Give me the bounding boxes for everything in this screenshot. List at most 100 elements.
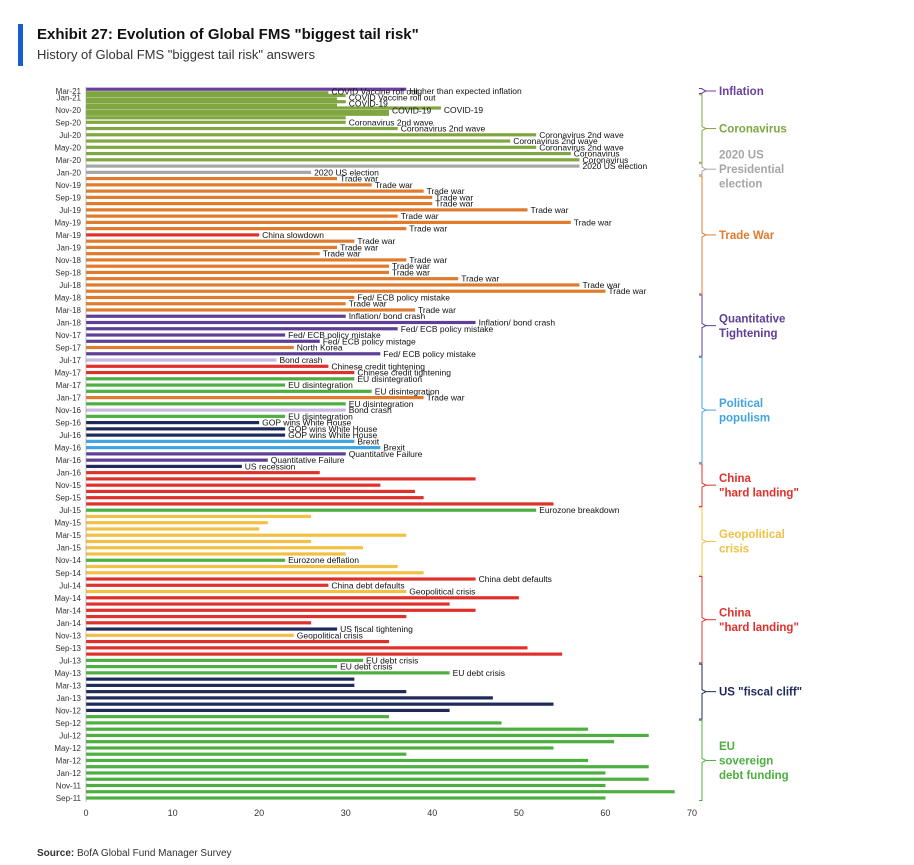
bar-jul-18	[86, 283, 580, 287]
y-tick-label: Mar-18	[56, 306, 82, 315]
bar-oct-13	[86, 639, 389, 644]
data-label: COVID-19	[349, 99, 388, 109]
y-tick-label: May-20	[54, 143, 81, 152]
y-tick-label: Nov-16	[55, 406, 81, 415]
data-label: Fed/ ECB policy mistake	[383, 349, 476, 359]
data-label: Higher than expected inflation	[409, 86, 522, 96]
category-label: Presidential	[719, 164, 784, 176]
y-tick-label: Nov-18	[55, 256, 81, 265]
x-tick-label: 30	[341, 808, 351, 818]
y-tick-label: Jul-14	[59, 581, 81, 590]
source-label: Source:	[37, 848, 75, 859]
data-label: Trade war	[574, 217, 612, 227]
bar-dec-11	[86, 777, 649, 781]
bar-jan-21	[86, 93, 346, 98]
bar-jan-19	[86, 245, 338, 250]
data-label: Trade war	[401, 211, 439, 221]
y-tick-label: May-16	[54, 444, 81, 453]
bar-nov-17	[86, 333, 286, 337]
data-label: China debt defaults	[331, 580, 404, 590]
category-label: "hard landing"	[719, 487, 799, 499]
bar-may-17	[86, 370, 355, 375]
data-label: China slowdown	[262, 230, 324, 240]
bar-dec-13	[86, 627, 338, 631]
bar-nov-20	[86, 106, 441, 110]
bar-aug-20	[86, 126, 398, 131]
bars-layer	[86, 87, 675, 800]
category-bracket	[699, 663, 708, 720]
y-tick-label: Jan-15	[57, 544, 82, 553]
y-tick-label: Mar-19	[56, 231, 82, 240]
data-label: Trade war	[461, 274, 499, 284]
data-label: Trade war	[608, 286, 646, 296]
bar-jan-17	[86, 395, 424, 400]
bar-may-20	[86, 145, 537, 149]
bar-mar-20	[86, 158, 580, 162]
category-label: China	[719, 473, 752, 485]
data-label: Coronavirus 2nd wave	[349, 117, 434, 127]
category-label: "hard landing"	[719, 622, 799, 634]
source-text: BofA Global Fund Manager Survey	[77, 848, 232, 859]
category-bracket	[699, 719, 708, 802]
category-label: sovereign	[719, 756, 773, 768]
data-label: Coronavirus 2nd wave	[539, 142, 624, 152]
y-tick-label: Nov-17	[55, 331, 81, 340]
bar-apr-20	[86, 151, 571, 156]
bar-feb-16	[86, 464, 242, 468]
data-label: EU debt crisis	[340, 662, 392, 672]
data-label: EU debt crisis	[366, 655, 418, 665]
data-label: Trade war	[357, 236, 395, 246]
category-bracket	[699, 507, 708, 576]
y-tick-label: Jan-13	[57, 694, 82, 703]
data-label: Coronavirus 2nd wave	[539, 130, 624, 140]
bar-nov-18	[86, 258, 407, 262]
data-label: Coronavirus 2nd wave	[513, 136, 598, 146]
y-tick-label: Jan-12	[57, 769, 82, 778]
bar-apr-17	[86, 377, 355, 381]
data-label: EU disintegration	[349, 399, 414, 409]
bar-sep-15	[86, 496, 424, 500]
data-label: Quantitative Failure	[349, 449, 423, 459]
y-tick-label: Mar-16	[56, 456, 82, 465]
bar-oct-19	[86, 189, 424, 193]
y-tick-label: Jan-21	[57, 93, 82, 102]
bar-apr-13	[86, 677, 355, 681]
data-label: Trade war	[392, 267, 430, 277]
y-tick-label: Sep-12	[55, 719, 81, 728]
bar-dec-18	[86, 252, 320, 256]
data-label: Eurozone deflation	[288, 555, 359, 565]
bar-jan-16	[86, 471, 320, 475]
category-annotations: Inflation Coronavirus 2020 US Presidential e…	[699, 86, 802, 802]
x-tick-label: 50	[514, 808, 524, 818]
bar-dec-20	[86, 100, 346, 104]
bar-dec-12	[86, 702, 554, 706]
data-label: Bond crash	[280, 355, 323, 365]
data-label: 2020 US election	[314, 167, 379, 177]
data-label: US fiscal tightening	[340, 624, 413, 634]
category-bracket	[699, 94, 708, 163]
data-label: Chinese credit tightening	[357, 368, 451, 378]
data-label: GOP wins White House	[262, 418, 351, 428]
category-label: 2020 US	[719, 150, 764, 162]
data-label: Trade war	[427, 186, 465, 196]
y-tick-label: May-15	[54, 519, 81, 528]
bar-may-12	[86, 746, 554, 750]
bar-jun-12	[86, 740, 615, 744]
data-label: Trade war	[323, 249, 361, 259]
category-label: Geopolitical	[719, 529, 785, 541]
data-label: Trade war	[435, 192, 473, 202]
data-label: Trade war	[435, 199, 473, 209]
bar-oct-18	[86, 264, 389, 268]
bar-oct-17	[86, 339, 320, 343]
bar-dec-19	[86, 176, 338, 181]
category-label: Inflation	[719, 86, 764, 98]
bar-oct-12	[86, 715, 389, 719]
bar-aug-12	[86, 727, 589, 731]
y-tick-label: Nov-19	[55, 181, 81, 190]
bar-may-19	[86, 220, 571, 224]
x-tick-label: 40	[427, 808, 437, 818]
bar-jul-13	[86, 658, 364, 662]
x-tick-label: 10	[168, 808, 178, 818]
bar-oct-11	[86, 790, 675, 794]
